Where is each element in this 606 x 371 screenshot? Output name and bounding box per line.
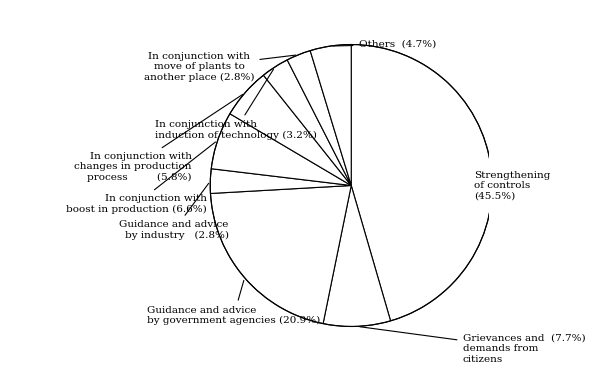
Text: Others  (4.7%): Others (4.7%) bbox=[333, 40, 436, 49]
Wedge shape bbox=[287, 50, 351, 186]
Text: In conjunction with
boost in production (6.6%): In conjunction with boost in production … bbox=[66, 142, 216, 214]
Wedge shape bbox=[210, 186, 351, 324]
Text: In conjunction with
induction of technology (3.2%): In conjunction with induction of technol… bbox=[155, 69, 316, 139]
Text: Guidance and advice
by industry   (2.8%): Guidance and advice by industry (2.8%) bbox=[119, 183, 229, 240]
Wedge shape bbox=[323, 186, 390, 326]
Wedge shape bbox=[264, 60, 351, 186]
Wedge shape bbox=[210, 169, 351, 193]
Text: In conjunction with
changes in production
process         (5.8%): In conjunction with changes in productio… bbox=[74, 95, 242, 182]
Text: Strengthening
of controls
(45.5%): Strengthening of controls (45.5%) bbox=[474, 171, 550, 200]
Wedge shape bbox=[211, 114, 351, 186]
Text: Guidance and advice
by government agencies (20.9%): Guidance and advice by government agenci… bbox=[147, 280, 321, 325]
Text: In conjunction with
move of plants to
another place (2.8%): In conjunction with move of plants to an… bbox=[144, 52, 296, 82]
Wedge shape bbox=[310, 45, 351, 186]
Wedge shape bbox=[230, 75, 351, 186]
Text: Grievances and  (7.7%)
demands from
citizens: Grievances and (7.7%) demands from citiz… bbox=[360, 327, 585, 364]
Wedge shape bbox=[351, 45, 492, 321]
